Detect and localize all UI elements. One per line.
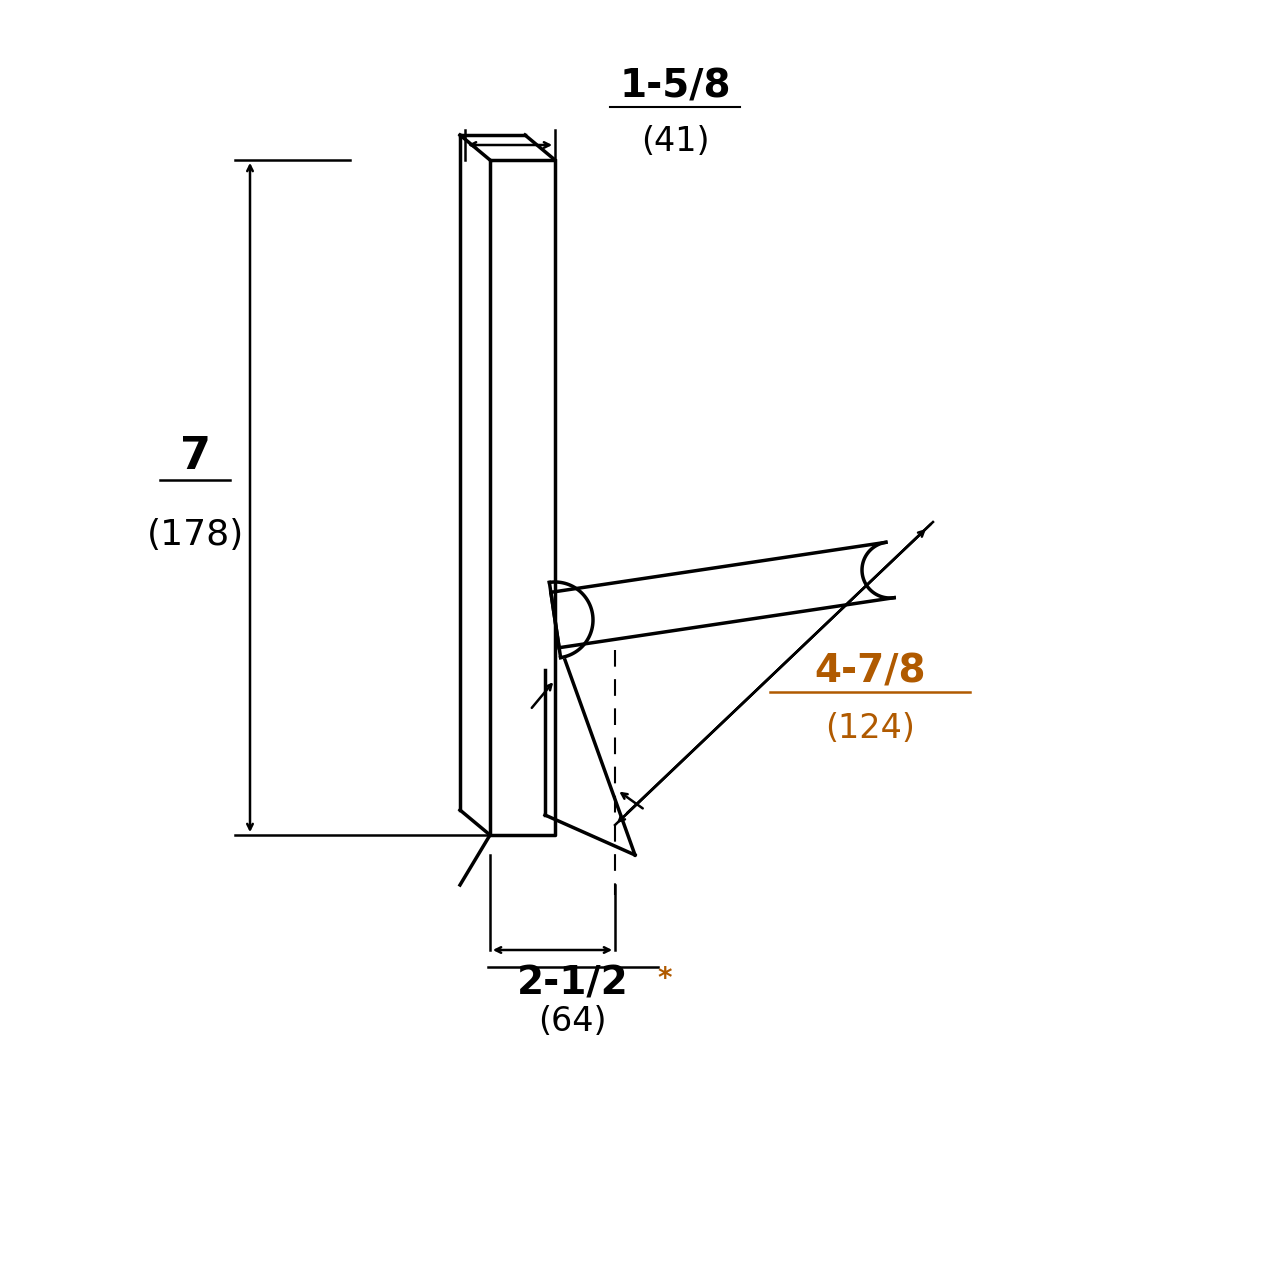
Text: 4-7/8: 4-7/8 <box>814 652 925 690</box>
Text: (64): (64) <box>539 1005 607 1038</box>
Text: 2-1/2: 2-1/2 <box>517 965 628 1004</box>
Text: (41): (41) <box>641 125 709 157</box>
Text: 1-5/8: 1-5/8 <box>620 67 731 105</box>
Text: 7: 7 <box>179 434 210 477</box>
Text: *: * <box>658 965 672 993</box>
Text: (178): (178) <box>146 517 243 552</box>
Text: (124): (124) <box>826 712 915 745</box>
